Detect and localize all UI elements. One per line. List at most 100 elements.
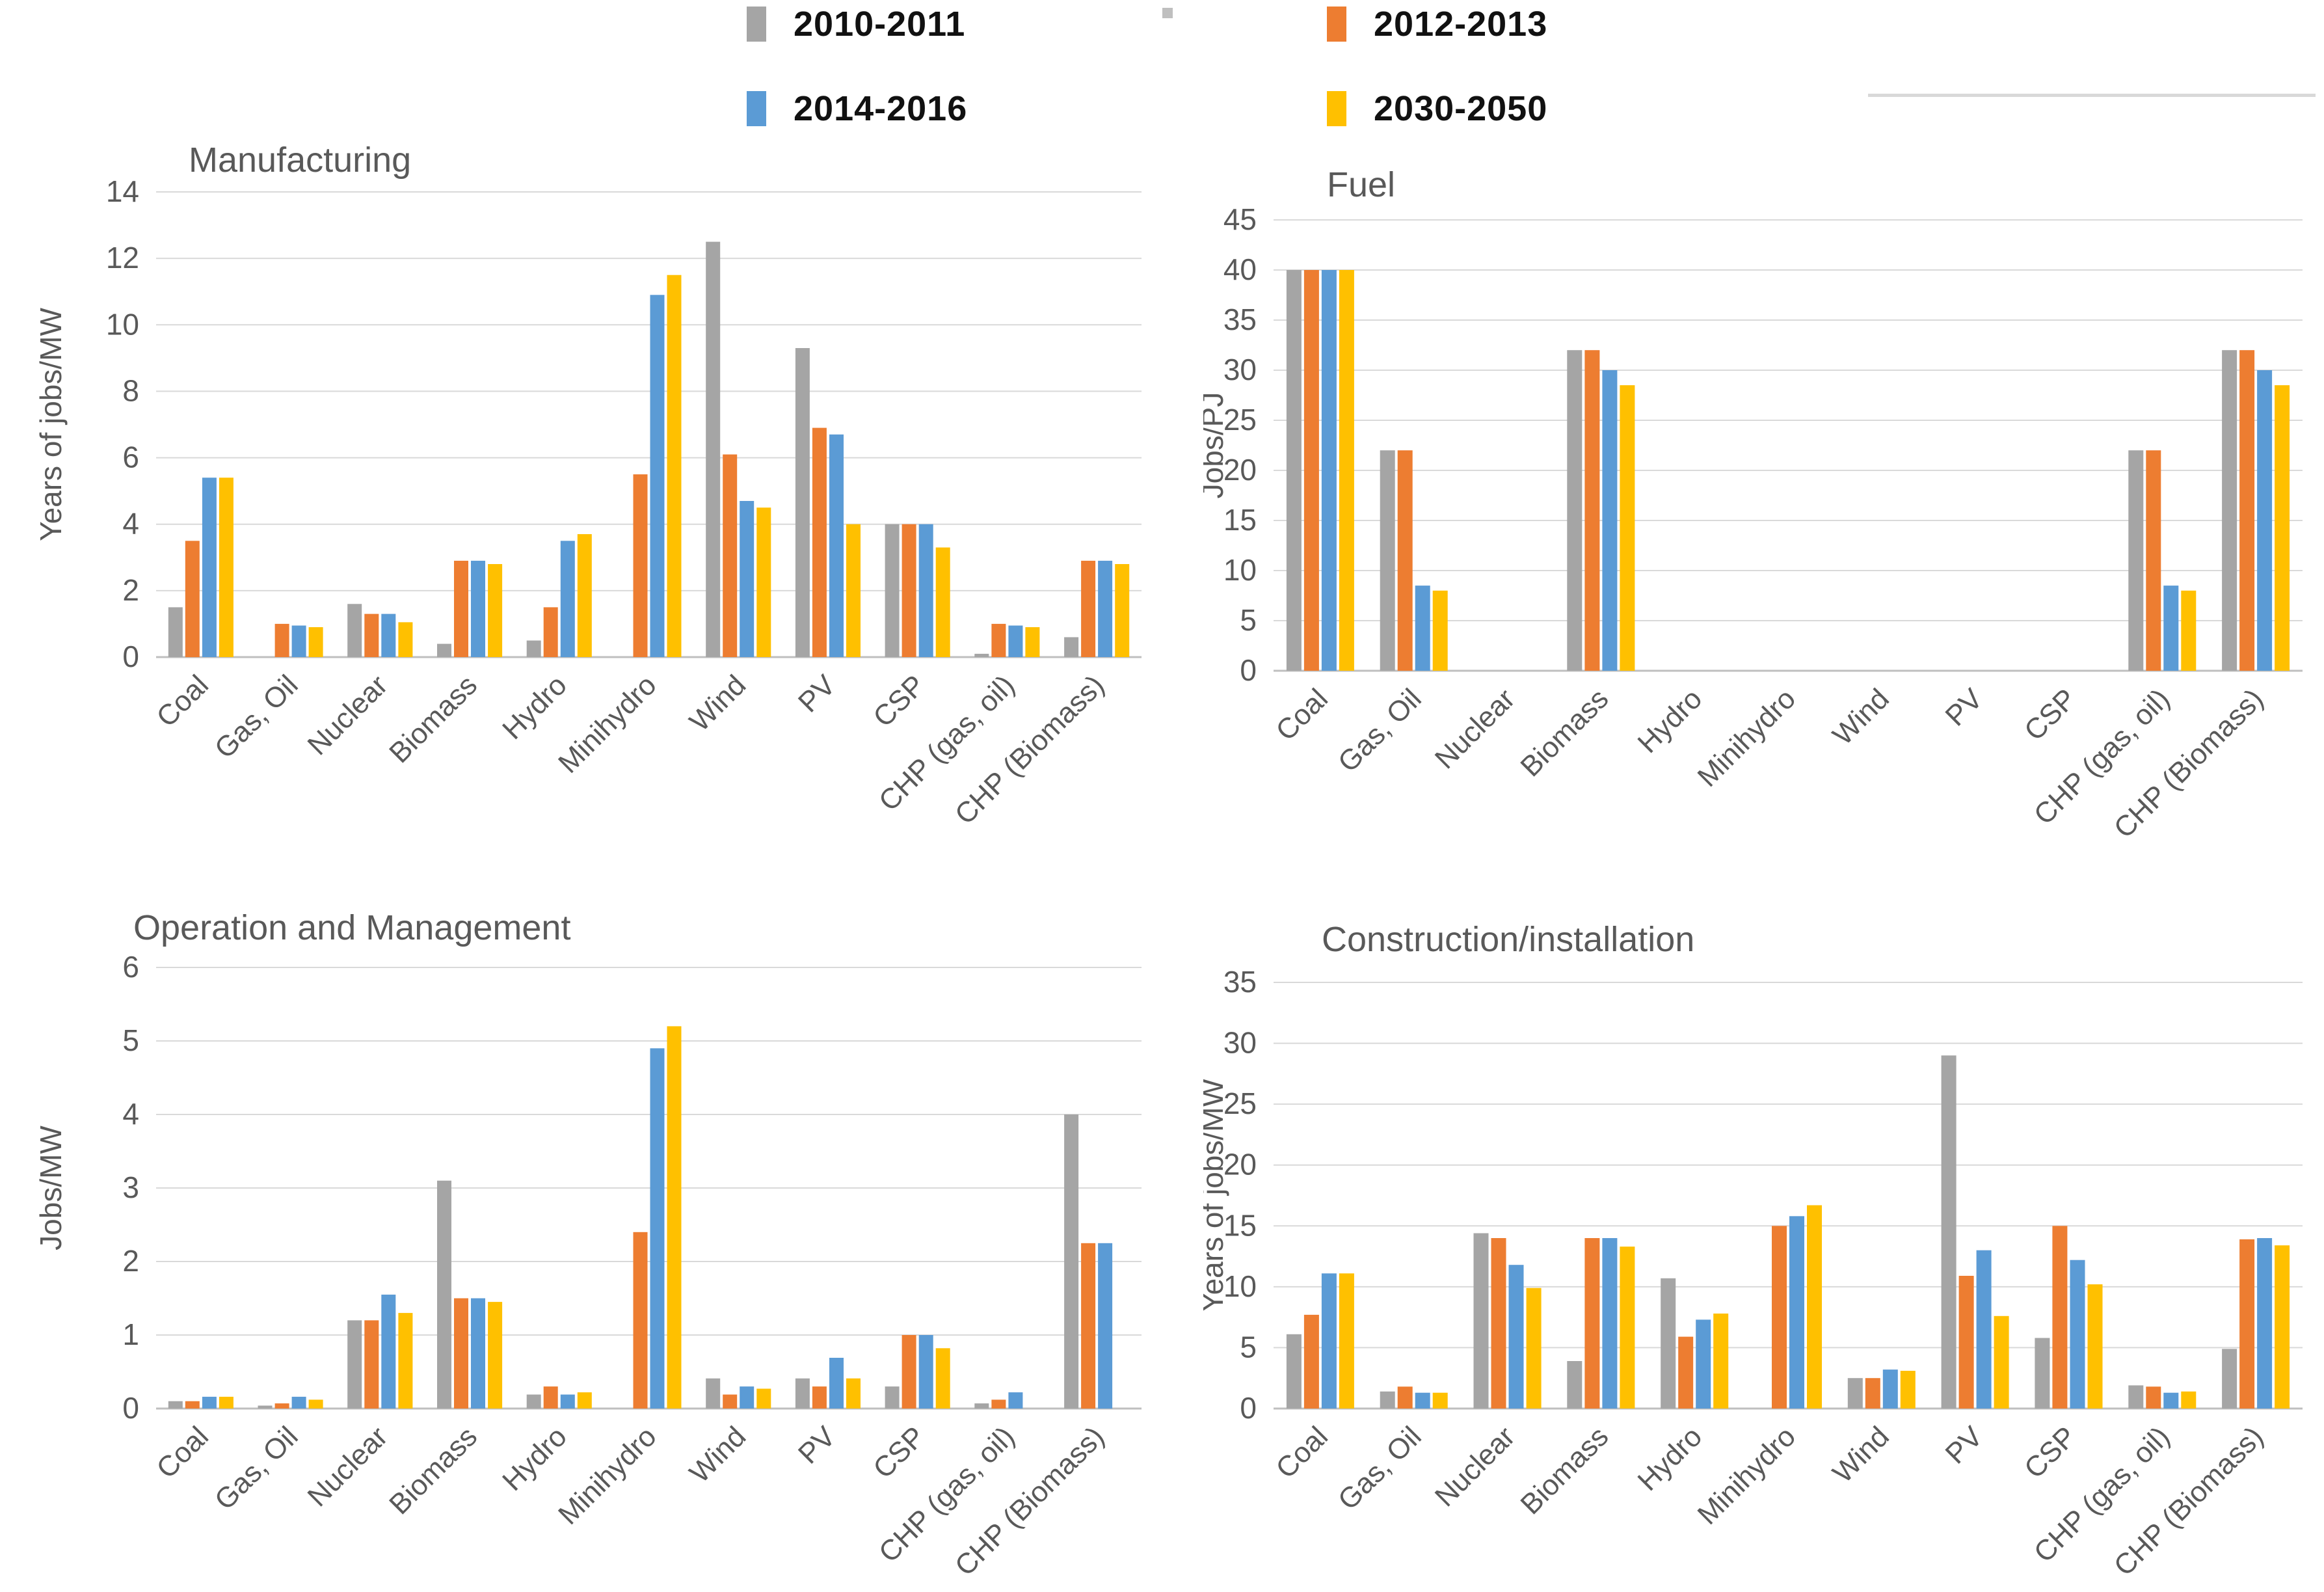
x-category-label: Wind [684,1420,753,1489]
bar-2030-2050 [1994,1315,2009,1409]
x-category-label: Nuclear [302,669,394,761]
bar-2014-2016 [1008,1392,1023,1409]
x-category-label: CSP [867,669,931,733]
y-tick-label: 4 [122,1097,139,1131]
bar-2030-2050 [2181,590,2197,671]
bar-2010-2011 [885,1386,900,1409]
x-category-label: Nuclear [1429,1420,1521,1513]
bar-2010-2011 [526,1394,541,1409]
bar-2010-2011 [1567,350,1583,671]
bar-2030-2050 [1526,1288,1542,1409]
y-tick-label: 10 [1223,1269,1257,1303]
bar-2010-2011 [347,1320,362,1409]
y-tick-label: 15 [1223,503,1257,537]
bar-2010-2011 [2035,1338,2050,1409]
y-tick-label: 10 [106,307,139,341]
legend-swatch-icon [747,91,766,126]
x-category-label: Hydro [496,669,573,746]
bar-2014-2016 [1976,1250,1992,1409]
bar-2010-2011 [1380,1391,1395,1409]
bar-2030-2050 [667,1026,682,1409]
y-tick-label: 30 [1223,353,1257,386]
bar-2030-2050 [308,1399,323,1409]
bar-2030-2050 [577,1392,592,1409]
bar-2012-2013 [812,427,827,657]
bar-2012-2013 [1491,1238,1506,1409]
y-tick-label: 10 [1223,553,1257,587]
bar-2010-2011 [2222,1349,2237,1409]
x-category-label: Biomass [1514,682,1614,783]
bar-2014-2016 [1098,1243,1113,1409]
bar-2030-2050 [398,1313,413,1409]
bar-2012-2013 [543,1386,558,1409]
bar-2014-2016 [560,1394,575,1409]
bar-2010-2011 [1567,1361,1583,1409]
y-tick-label: 15 [1223,1208,1257,1242]
bar-2012-2013 [2146,450,2161,671]
bar-2030-2050 [2275,385,2290,671]
bar-2010-2011 [1473,1233,1489,1409]
chart-fuel: Fuel 0 5 10 15 20 25 30 35 40 45 Jobs/PJ Coal Gas, O… [1203,146,2323,888]
bar-2014-2016 [650,1048,665,1409]
bar-2012-2013 [1081,1243,1096,1409]
divider-line [1868,94,2316,97]
bar-2030-2050 [1025,627,1040,657]
bar-2030-2050 [1432,590,1448,671]
bar-2014-2016 [291,1396,306,1409]
bar-2012-2013 [723,1394,738,1409]
legend-label: 2014-2016 [794,89,968,128]
bar-2014-2016 [1882,1369,1898,1409]
bar-2030-2050 [1339,1273,1354,1409]
bar-2010-2011 [1661,1278,1676,1409]
y-tick-label: 2 [122,1244,139,1278]
bar-2030-2050 [1807,1205,1822,1409]
y-axis-label: Years of jobs/MW [1203,1079,1229,1312]
bar-2010-2011 [258,1405,273,1409]
x-category-label: Wind [1826,682,1895,751]
x-category-label: Coal [150,1420,215,1485]
x-category-label: Hydro [1632,1420,1709,1497]
x-category-label: Wind [684,669,753,738]
x-category-label: PV [1940,682,1990,733]
legend-swatch-icon [1327,7,1346,42]
bar-2030-2050 [846,1378,861,1409]
x-category-label: Minihydro [552,669,663,779]
bar-2030-2050 [935,547,950,657]
y-tick-label: 35 [1223,303,1257,336]
bar-2014-2016 [291,625,306,657]
y-tick-label: 5 [122,1023,139,1057]
legend-label: 2012-2013 [1374,5,1548,44]
x-category-label: Gas, Oil [209,669,304,764]
x-category-label: Wind [1826,1420,1895,1489]
bar-2012-2013 [1303,270,1319,671]
bar-2014-2016 [1696,1319,1711,1409]
bar-2010-2011 [1380,450,1395,671]
bar-2030-2050 [1620,1247,1635,1409]
legend-entry-2030-2050: 2030-2050 [1327,88,1547,129]
bar-2012-2013 [454,560,468,657]
y-tick-label: 0 [122,640,139,673]
bar-2012-2013 [2239,350,2255,671]
bar-2012-2013 [723,454,738,657]
bar-2012-2013 [274,623,289,657]
x-category-label: Coal [150,669,215,733]
bar-2030-2050 [2181,1391,2197,1409]
bar-2030-2050 [2087,1284,2103,1409]
x-category-label: Coal [1270,1420,1334,1485]
bar-2010-2011 [885,524,900,657]
bar-2012-2013 [1397,450,1413,671]
bar-2012-2013 [2052,1226,2068,1409]
x-category-label: Hydro [1632,682,1709,759]
bar-2010-2011 [437,1180,451,1409]
bar-2030-2050 [846,524,861,657]
y-axis-label: Jobs/MW [39,1126,68,1250]
y-tick-label: 25 [1223,1086,1257,1120]
y-tick-label: 25 [1223,403,1257,437]
bar-2030-2050 [219,1396,234,1409]
bar-2012-2013 [902,524,916,657]
x-category-label: CSP [2018,1420,2083,1485]
bar-2014-2016 [2163,586,2179,671]
y-tick-label: 5 [1240,1330,1257,1364]
